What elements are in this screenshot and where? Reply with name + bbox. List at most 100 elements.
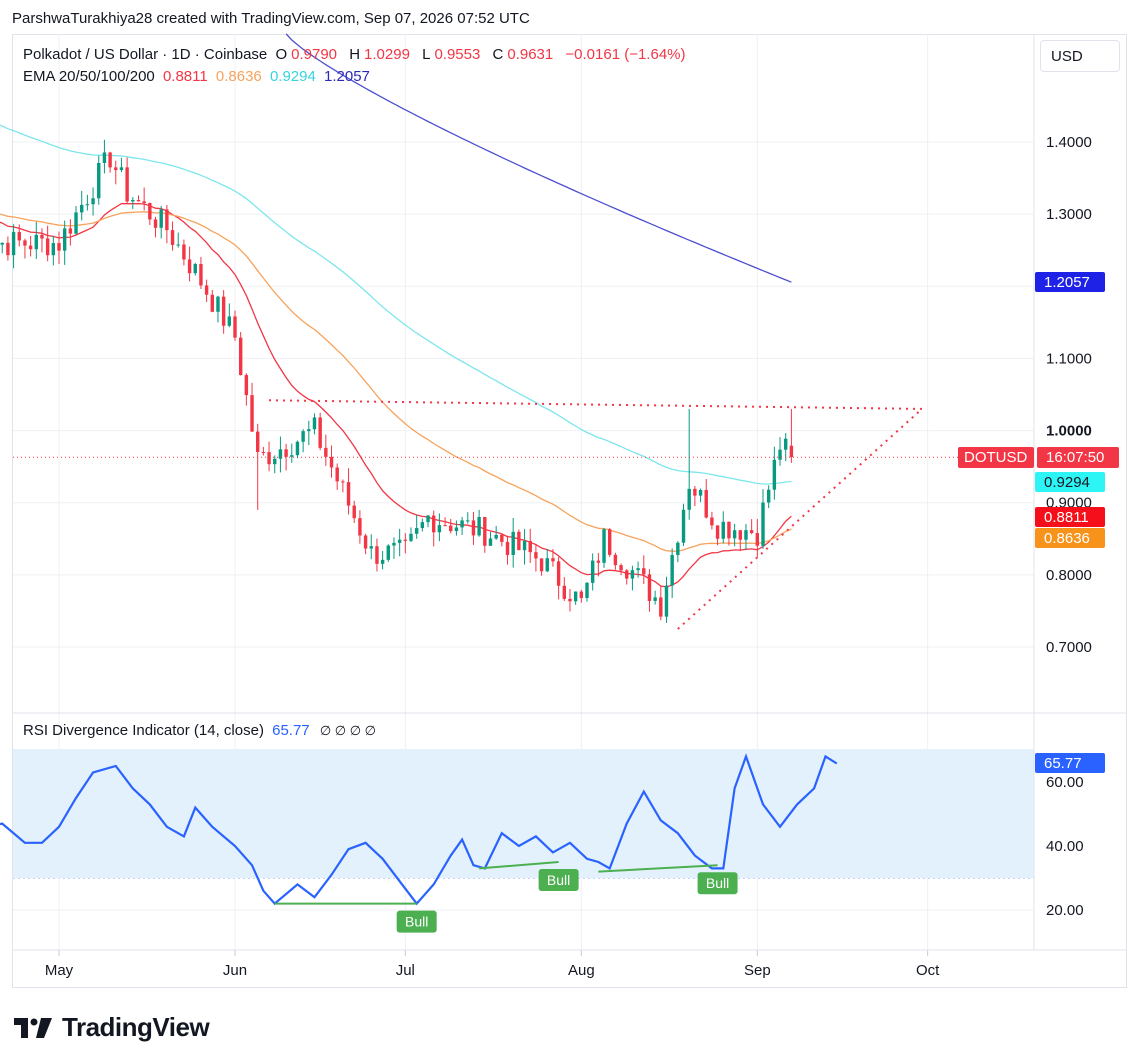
high-label: H 1.0299 [349,46,410,63]
candle [221,296,226,326]
tradingview-logo[interactable]: TradingView [14,1012,210,1043]
candle [749,530,754,534]
rsi-tick-label: 40.00 [1046,838,1084,855]
candle [233,316,237,338]
candle [437,525,442,533]
price-tick-label: 1.0000 [1046,423,1092,440]
rsi-legend[interactable]: RSI Divergence Indicator (14, close) 65.… [23,722,376,739]
chart-frame [12,34,1127,988]
candle [625,570,629,579]
candle [312,417,317,430]
candle [392,542,396,546]
candle [676,542,680,555]
candle [443,525,447,527]
candle [636,568,640,571]
candle [755,533,760,546]
candle [153,219,158,228]
candle [397,539,402,543]
candle [687,488,691,510]
symbol-price-tag: DOTUSD [958,447,1034,468]
candle [329,456,334,468]
candle [488,538,493,546]
candle [176,244,180,246]
currency-selector[interactable]: USD [1040,40,1120,72]
candle [256,431,260,452]
candle [125,167,129,202]
candle [789,445,794,458]
candle [68,228,73,234]
candle [278,449,283,459]
candle [744,530,748,540]
symbol-legend[interactable]: Polkadot / US Dollar · 1D · Coinbase O 0.… [23,46,690,63]
candle [471,520,476,536]
candle [432,515,436,533]
candle [85,204,90,206]
ema200-line [285,33,792,283]
ema-label: EMA 20/50/100/200 [23,68,155,85]
rsi-tick-label: 20.00 [1046,902,1084,919]
candle [187,259,192,274]
candle [670,554,674,586]
candle [761,502,765,546]
candle [494,534,498,539]
candle [426,515,430,523]
candle [772,459,777,490]
candle [182,244,186,260]
trendlines [269,399,923,630]
candle [528,541,532,553]
ema50-line [0,211,792,552]
price-tick-label: 1.4000 [1046,134,1092,151]
bull-signal [697,872,738,895]
candle [551,558,555,562]
candle [210,294,214,312]
candle [363,535,368,549]
candle [301,431,305,442]
ema50-price-tag: 0.8636 [1035,528,1105,548]
month-label: May [45,962,74,979]
candle [483,516,487,546]
candle [693,488,697,496]
candle [295,441,300,456]
candle [11,232,16,256]
candle [613,554,618,566]
candle [449,525,453,532]
month-label: Aug [568,962,595,979]
candle [165,209,169,231]
price-tick-label: 0.7000 [1046,639,1092,656]
candle [91,198,95,205]
candle [23,240,27,246]
candle [136,199,141,202]
candle [307,429,311,432]
ema50-value: 0.8636 [215,68,262,85]
price-tick-label: 1.1000 [1046,350,1092,367]
candle [568,598,572,602]
rsi-line [0,753,838,906]
logo-text: TradingView [62,1012,210,1042]
candle [380,559,385,564]
candle [341,481,345,483]
price-tick-label: 0.8000 [1046,567,1092,584]
candle [784,438,788,450]
ema-legend[interactable]: EMA 20/50/100/200 0.8811 0.8636 0.9294 1… [23,68,374,85]
rsi-series: Bull Bull Bull [0,753,838,933]
candle [358,518,362,536]
candle [596,560,601,563]
rsi-band [13,749,1034,878]
close-label: C 0.9631 [492,46,554,63]
candle [477,516,481,536]
low-label: L 0.9553 [422,46,481,63]
resistance-trendline [269,399,922,410]
candle [710,517,714,526]
candle [630,570,635,579]
candle [352,505,356,519]
candle [324,447,328,457]
candle [715,525,720,539]
candle [0,242,4,245]
candle [608,529,612,555]
candle [97,162,101,199]
candle [40,234,44,239]
candle [114,167,118,171]
tradingview-logo-icon [14,1017,52,1038]
bull-signal-label: Bull [547,872,570,888]
